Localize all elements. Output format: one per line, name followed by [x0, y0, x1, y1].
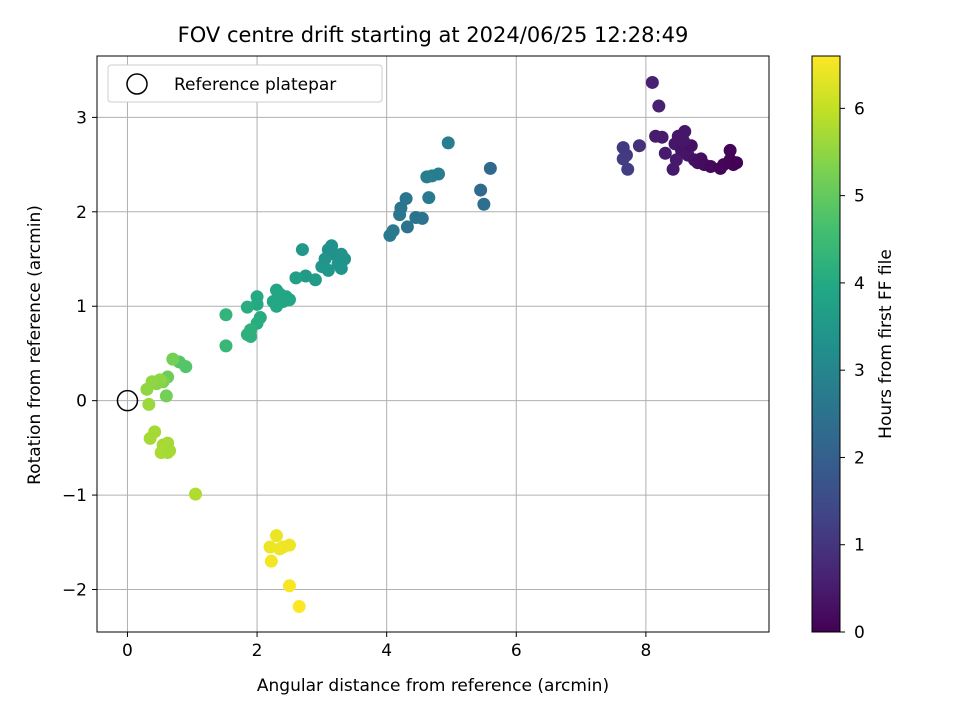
data-point	[166, 352, 180, 366]
data-point	[292, 600, 306, 614]
data-point	[730, 156, 744, 170]
colorbar-tick-label: 3	[854, 361, 865, 381]
colorbar-ticks: 0 1 2 3 4 5 6	[840, 99, 865, 643]
data-point	[483, 161, 497, 175]
data-point	[621, 162, 635, 176]
x-axis-label: Angular distance from reference (arcmin)	[257, 676, 609, 696]
x-tick-label: 8	[640, 641, 651, 661]
y-axis-ticks: −2 −1 0 1 2 3	[62, 108, 97, 601]
colorbar-tick-label: 1	[854, 536, 865, 556]
reference-marker-group	[116, 389, 139, 412]
y-tick-label: 1	[76, 297, 87, 317]
data-point	[318, 252, 332, 266]
data-point	[652, 99, 666, 113]
colorbar-tick-label: 0	[854, 623, 865, 643]
data-point	[400, 220, 414, 234]
colorbar-tick-label: 5	[854, 187, 865, 207]
data-point	[474, 183, 488, 197]
colorbar-tick-label: 2	[854, 448, 865, 468]
data-point	[163, 444, 177, 458]
legend-box	[107, 64, 383, 103]
data-point	[415, 211, 429, 225]
data-point	[655, 130, 669, 144]
data-point	[393, 208, 407, 222]
data-point	[669, 153, 683, 167]
y-tick-label: 0	[76, 392, 87, 412]
data-point	[477, 197, 491, 211]
data-point	[723, 143, 737, 157]
data-point	[159, 389, 173, 403]
data-point	[282, 538, 296, 552]
data-point	[140, 382, 154, 396]
x-tick-label: 4	[381, 641, 392, 661]
scatter-points	[140, 75, 744, 614]
data-point	[704, 159, 718, 173]
data-point	[142, 397, 156, 411]
data-point	[420, 170, 434, 184]
x-tick-label: 6	[511, 641, 522, 661]
grid-lines	[97, 56, 769, 632]
data-point	[282, 579, 296, 593]
data-point	[219, 339, 233, 353]
y-tick-label: 3	[76, 108, 87, 128]
data-point	[422, 191, 436, 205]
data-point	[321, 263, 335, 277]
data-point	[632, 139, 646, 153]
data-point	[441, 136, 455, 150]
data-point	[263, 540, 277, 554]
data-point	[240, 300, 254, 314]
x-axis-ticks: 0 2 4 6 8	[122, 632, 651, 661]
chart-title: FOV centre drift starting at 2024/06/25 …	[178, 23, 689, 47]
data-point	[334, 261, 348, 275]
x-tick-label: 0	[122, 641, 133, 661]
y-tick-label: 2	[76, 203, 87, 223]
data-point	[244, 329, 258, 343]
y-tick-label: −2	[62, 581, 87, 601]
data-point	[282, 293, 296, 307]
data-point	[676, 134, 690, 148]
data-point	[289, 271, 303, 285]
colorbar-label: Hours from first FF file	[876, 249, 896, 439]
data-point	[616, 152, 630, 166]
x-tick-label: 2	[252, 641, 263, 661]
data-point	[219, 308, 233, 322]
plot-frame	[96, 55, 770, 633]
y-tick-label: −1	[62, 486, 87, 506]
data-point	[270, 529, 284, 543]
legend-marker-reference-icon	[126, 73, 148, 95]
data-point	[188, 487, 202, 501]
colorbar-tick-label: 4	[854, 274, 865, 294]
data-point	[645, 75, 659, 89]
legend: Reference platepar	[107, 64, 383, 103]
data-point	[264, 554, 278, 568]
data-point	[295, 243, 309, 257]
data-point	[383, 228, 397, 242]
data-point	[270, 299, 284, 313]
data-point	[299, 269, 313, 283]
data-point	[148, 425, 162, 439]
reference-platepar-marker	[116, 389, 139, 412]
data-point	[658, 146, 672, 160]
colorbar	[811, 55, 841, 633]
y-axis-label: Rotation from reference (arcmin)	[25, 205, 45, 485]
colorbar-tick-label: 6	[854, 99, 865, 119]
legend-label-reference: Reference platepar	[174, 75, 336, 95]
